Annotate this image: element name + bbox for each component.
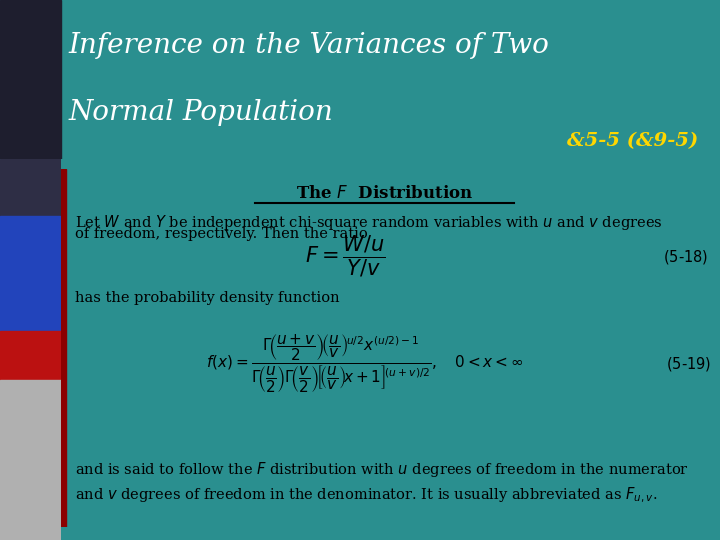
Text: of freedom, respectively. Then the ratio: of freedom, respectively. Then the ratio [76,227,368,241]
Bar [0,159,61,217]
Text: Normal Population: Normal Population [68,99,333,126]
Text: The $\mathit{F}$  Distribution: The $\mathit{F}$ Distribution [296,185,473,202]
Text: $F = \dfrac{W/u}{Y/v}$: $F = \dfrac{W/u}{Y/v}$ [305,234,386,279]
Bar [0,380,61,540]
Text: $f(x) = \dfrac{\Gamma\!\left(\dfrac{u+v}{2}\right)\!\left(\dfrac{u}{v}\right)^{\: $f(x) = \dfrac{\Gamma\!\left(\dfrac{u+v}… [207,333,524,395]
Bar [0,330,61,380]
Text: &5-5 (&9-5): &5-5 (&9-5) [567,132,698,150]
Text: has the probability density function: has the probability density function [76,291,340,305]
Bar [0,217,61,330]
Text: $(5\text{-}19)$: $(5\text{-}19)$ [666,355,711,373]
Text: $(5\text{-}18)$: $(5\text{-}18)$ [662,248,708,266]
Text: Let $W$ and $Y$ be independent chi-square random variables with $u$ and $v$ degr: Let $W$ and $Y$ be independent chi-squar… [76,213,663,232]
Bar [0,0,61,159]
Text: and $v$ degrees of freedom in the denominator. It is usually abbreviated as $F_{: and $v$ degrees of freedom in the denomi… [76,485,658,505]
Bar [61,169,66,526]
Text: and is said to follow the $F$ distribution with $u$ degrees of freedom in the nu: and is said to follow the $F$ distributi… [76,461,689,480]
Text: Inference on the Variances of Two: Inference on the Variances of Two [68,32,549,59]
